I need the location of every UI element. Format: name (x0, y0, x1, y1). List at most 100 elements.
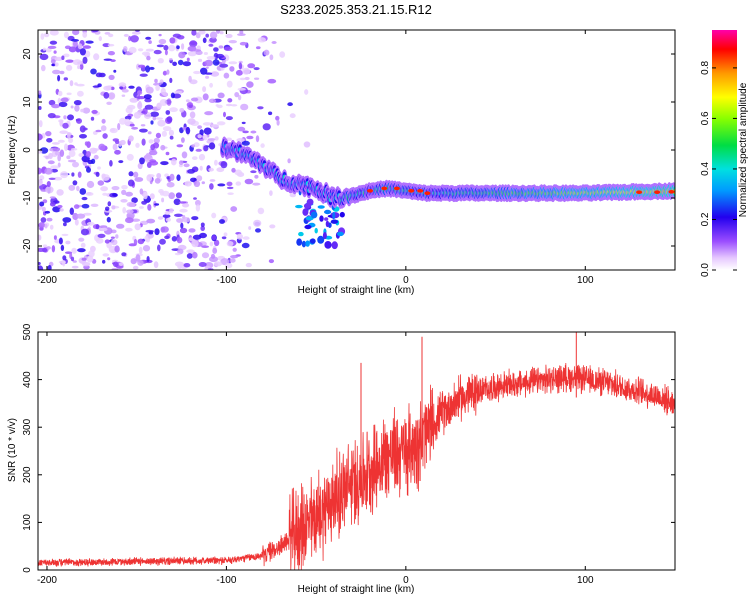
colorbar-label: Normalized spectral amplitude (738, 82, 749, 217)
spectrogram-cell (205, 75, 210, 79)
spectrogram-cell (269, 54, 274, 61)
spectrogram-cell (192, 251, 198, 259)
spectrogram-cell (225, 103, 233, 107)
spectrogram-cell (60, 171, 69, 179)
spectrogram-cell (139, 73, 148, 77)
spectrogram-cell (125, 217, 134, 224)
spectrogram-cell (142, 245, 151, 252)
spectrogram-cell (76, 83, 85, 87)
spectrogram-cell (241, 121, 246, 125)
spectrogram-cell (129, 97, 139, 103)
spectrogram-cell (198, 262, 207, 267)
spectrogram-cell (130, 35, 139, 43)
spectrogram-cell (226, 80, 233, 88)
spectrogram-cell (246, 135, 254, 140)
spectrogram-cell (68, 137, 74, 143)
spectrogram-cell (195, 199, 201, 207)
spectrogram-cell (296, 238, 303, 246)
spectrogram-cell (191, 216, 199, 221)
spectrogram-cell (178, 51, 186, 59)
spectrogram-cell (182, 61, 191, 67)
spectrogram-cell (177, 59, 184, 66)
spectrogram-cell (136, 96, 146, 100)
spectrogram-cell (225, 33, 233, 39)
spectrogram-cell (50, 165, 59, 170)
spectrogram-cell (156, 44, 165, 48)
spectrogram-cell (121, 189, 127, 195)
spectrogram-cell (138, 64, 146, 69)
spectrogram-cell (53, 50, 57, 54)
spectrogram-cell (67, 132, 71, 140)
spectrogram-cell (203, 134, 208, 141)
spectrogram-cell (234, 169, 242, 176)
spectrogram-cell (206, 56, 216, 60)
spectrogram-cell (109, 127, 118, 134)
spectrogram-cell (46, 138, 53, 143)
spectrogram-cell (212, 247, 218, 254)
spectrogram-cell (38, 150, 43, 154)
spectrogram-cell (298, 231, 304, 237)
spectrogram-cell (187, 169, 196, 174)
spectrogram-cell (80, 242, 86, 248)
spectrogram-cell (113, 261, 119, 268)
spectrogram-cell (257, 207, 265, 215)
spectrogram-cell (244, 178, 254, 185)
spectrogram-cell (116, 223, 125, 229)
spectrogram-cell (109, 160, 113, 167)
spectrogram-cell (179, 227, 188, 234)
spectrogram-cell (79, 48, 86, 56)
spectrogram-cell (209, 241, 214, 247)
spectrogram-cell (276, 119, 280, 126)
spectrogram-cell (82, 262, 91, 267)
spectrogram-cell (126, 153, 134, 161)
spectrogram-cell (209, 179, 216, 182)
spectrogram-cell (191, 144, 196, 148)
spectrogram-cell (123, 33, 129, 37)
spectrogram-cell (83, 127, 88, 131)
spectrogram-cell (150, 120, 154, 125)
spectrogram-cell (78, 237, 85, 242)
spectrogram-cell (149, 193, 155, 200)
spectrogram-cell (213, 261, 223, 267)
spectrogram-cell (51, 104, 60, 109)
spectrogram-cell (64, 143, 68, 151)
spectrogram-cell (57, 139, 65, 143)
snr-xtick-label: -100 (216, 575, 236, 586)
spectrogram-cell (111, 205, 116, 210)
spectrogram-cell (86, 221, 95, 226)
spectrogram-cell (44, 167, 53, 175)
spectrogram-cell (49, 224, 54, 230)
colorbar-tick-label: 0.0 (700, 263, 711, 277)
spectrogram-cell (310, 211, 318, 219)
spectrogram-cell (81, 257, 87, 261)
spectrogram-cell (214, 136, 219, 141)
spectrogram-cell (76, 185, 80, 192)
spectrogram-cell (254, 174, 259, 179)
spectrogram-cell (238, 62, 243, 70)
spectrogram-cell (115, 234, 119, 239)
spectrogram-heat-layer (38, 30, 675, 270)
spectrogram-cell (169, 135, 174, 140)
spectrogram-cell (141, 51, 151, 56)
spectrogram-cell (42, 244, 48, 248)
spectrogram-cell (108, 92, 116, 100)
spectrogram-cell (205, 66, 209, 69)
snr-ytick-label: 400 (22, 371, 33, 388)
spectrogram-cell (63, 31, 69, 39)
spectrogram-cell (57, 90, 63, 97)
spectrogram-cell (319, 215, 324, 222)
spectrogram-cell (81, 203, 90, 209)
spectrogram-cell (195, 204, 201, 212)
spectrogram-cell (149, 160, 159, 166)
spectrogram-cell (240, 103, 249, 111)
spectrogram-cell (208, 98, 217, 104)
spectrogram-cell (118, 262, 124, 266)
spectrogram-cell (201, 245, 210, 248)
spectrogram-cell (127, 104, 136, 110)
spectrogram-cell (52, 69, 61, 75)
spectrogram-hotspot (381, 186, 388, 191)
spectrogram-cell (257, 106, 264, 110)
spectrogram-cell (164, 211, 171, 215)
spectrogram-cell (74, 219, 79, 226)
spectrogram-cell (168, 129, 174, 137)
